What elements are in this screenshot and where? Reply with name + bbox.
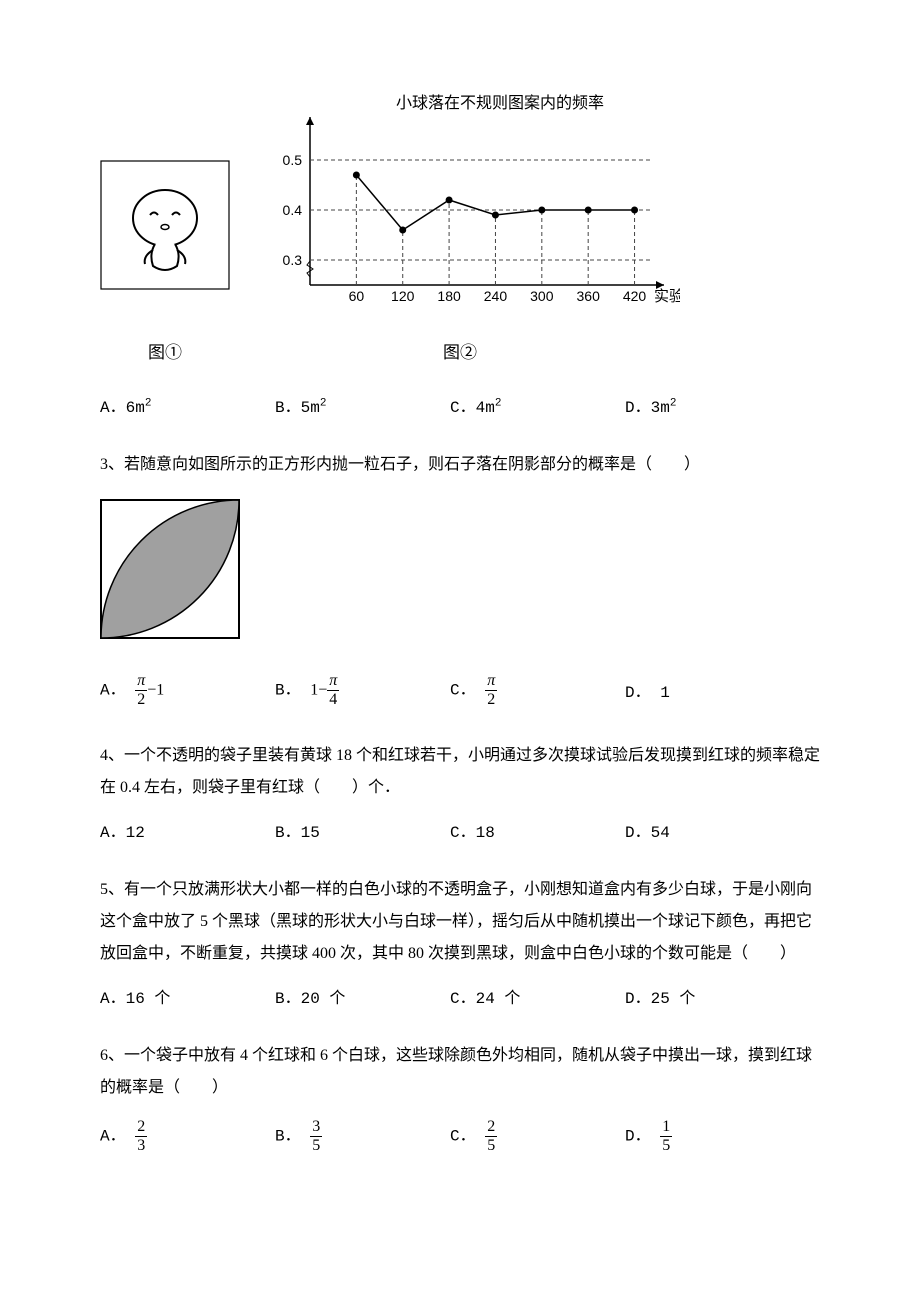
q4-option-a: A．12: [100, 818, 275, 842]
figure-1-caption: 图①: [100, 338, 230, 363]
q3-option-c: C． π2: [450, 672, 625, 708]
svg-text:0.4: 0.4: [283, 202, 303, 218]
q3-figure: [100, 499, 820, 644]
svg-text:60: 60: [349, 288, 365, 304]
svg-text:0.5: 0.5: [283, 152, 303, 168]
q4-option-d: D．54: [625, 818, 800, 842]
figure-2-caption: 图②: [260, 338, 660, 363]
q4-text: 4、一个不透明的袋子里装有黄球 18 个和红球若干，小明通过多次摸球试验后发现摸…: [100, 740, 820, 804]
figure-1: [100, 160, 230, 295]
svg-text:360: 360: [577, 288, 601, 304]
q6-option-c: C． 25: [450, 1118, 625, 1154]
q3-option-a: A． π2−1: [100, 672, 275, 708]
q2-option-a: A．6m2: [100, 393, 275, 417]
q2-option-c: C．4m2: [450, 393, 625, 417]
q2-option-d: D．3m2: [625, 393, 800, 417]
q6-options: A． 23 B． 35 C． 25 D． 15: [100, 1118, 820, 1154]
figure-2-chart: 小球落在不规则图案内的频率 0.3 0.4 0.5 60 120 180 240 300 360 4…: [260, 90, 680, 330]
q2-option-b: B．5m2: [275, 393, 450, 417]
q6-option-a: A． 23: [100, 1118, 275, 1154]
q6-option-d: D． 15: [625, 1118, 800, 1154]
svg-text:420: 420: [623, 288, 647, 304]
svg-text:180: 180: [437, 288, 461, 304]
svg-text:实验次数: 实验次数: [654, 288, 680, 305]
q5-option-a: A．16 个: [100, 984, 275, 1008]
q3-option-b: B． 1−π4: [275, 672, 450, 708]
q5-options: A．16 个 B．20 个 C．24 个 D．25 个: [100, 984, 820, 1008]
q4-options: A．12 B．15 C．18 D．54: [100, 818, 820, 842]
q3-options: A． π2−1 B． 1−π4 C． π2 D． 1: [100, 672, 820, 708]
q3-text: 3、若随意向如图所示的正方形内抛一粒石子，则石子落在阴影部分的概率是（ ）: [100, 449, 820, 481]
q4-option-b: B．15: [275, 818, 450, 842]
svg-text:小球落在不规则图案内的频率: 小球落在不规则图案内的频率: [396, 94, 604, 112]
q5-option-d: D．25 个: [625, 984, 800, 1008]
q5-option-c: C．24 个: [450, 984, 625, 1008]
q2-options: A．6m2 B．5m2 C．4m2 D．3m2: [100, 393, 820, 417]
q3-option-d: D． 1: [625, 678, 800, 702]
q6-text: 6、一个袋子中放有 4 个红球和 6 个白球，这些球除颜色外均相同，随机从袋子中…: [100, 1040, 820, 1104]
svg-text:120: 120: [391, 288, 415, 304]
q5-text: 5、有一个只放满形状大小都一样的白色小球的不透明盒子，小刚想知道盒内有多少白球，…: [100, 874, 820, 970]
svg-text:240: 240: [484, 288, 508, 304]
q5-option-b: B．20 个: [275, 984, 450, 1008]
q4-option-c: C．18: [450, 818, 625, 842]
svg-text:300: 300: [530, 288, 554, 304]
svg-text:0.3: 0.3: [283, 252, 303, 268]
q6-option-b: B． 35: [275, 1118, 450, 1154]
